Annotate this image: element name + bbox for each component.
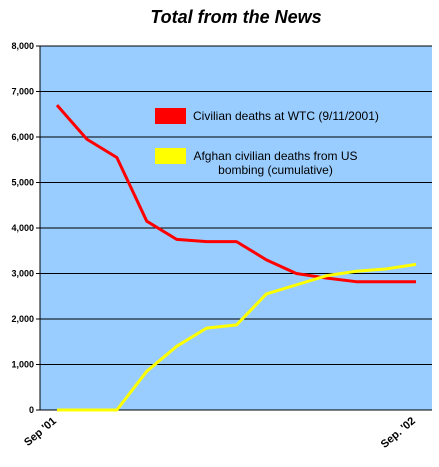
legend-label: Civilian deaths at WTC (9/11/2001) [193, 109, 379, 123]
y-tick-label: 0 [29, 405, 34, 415]
x-tick-label: Sep '01 [22, 415, 59, 449]
legend-label: Afghan civilian deaths from US bombing (… [193, 149, 358, 177]
y-tick-label: 6,000 [11, 132, 34, 142]
y-tick-label: 2,000 [11, 314, 34, 324]
y-tick-label: 4,000 [11, 223, 34, 233]
chart-title: Total from the News [150, 7, 321, 27]
legend-swatch [155, 108, 186, 124]
y-tick-label: 7,000 [11, 87, 34, 97]
x-tick-label: Sep. '02 [379, 415, 418, 451]
y-tick-label: 8,000 [11, 41, 34, 51]
series-line [57, 262, 417, 412]
y-tick-label: 1,000 [11, 360, 34, 370]
y-tick-label: 5,000 [11, 178, 34, 188]
series-line [55, 104, 416, 284]
y-tick-label: 3,000 [11, 269, 34, 279]
legend-swatch [155, 148, 186, 164]
